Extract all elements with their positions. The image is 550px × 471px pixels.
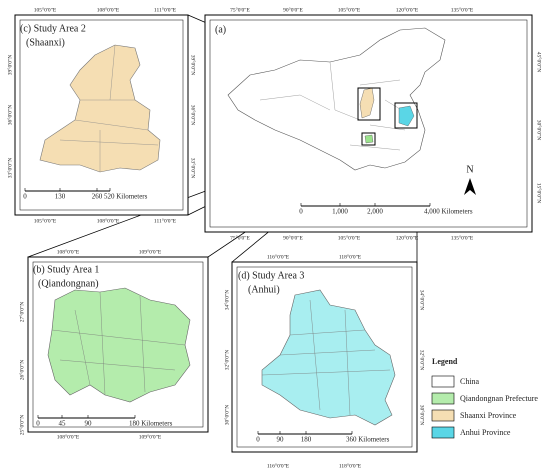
legend-swatch [431,392,455,405]
longitude-label: 108°0'0"E [57,433,80,440]
longitude-label: 120°0'0"E [396,6,419,13]
longitude-label: 108°0'0"E [57,248,80,255]
north-arrow [464,178,476,195]
longitude-label: 90°0'0"E [283,234,303,241]
scale-label: 130 [55,193,66,201]
panel-d-inner [236,266,413,448]
latitude-label: 33°0'0"N [6,158,13,178]
latitude-label: 30°0'0"N [223,405,230,425]
longitude-label: 105°0'0"E [34,6,57,13]
legend-swatch [431,426,455,439]
longitude-label: 135°0'0"E [451,6,474,13]
panel-label: (a) [215,24,226,35]
scale-label: 180 Kilometers [129,420,173,428]
legend-swatch [431,375,455,388]
legend-label: China [460,377,480,386]
latitude-label: 39°0'0"N [6,55,13,75]
latitude-label: 39°0'0"N [190,55,197,75]
longitude-label: 108°0'0"E [97,217,120,224]
legend-swatch [431,409,455,422]
qiandongnan-map [47,287,191,403]
scale-label: 0 [299,208,303,216]
scale-label: 0 [23,193,27,201]
latitude-label: 36°0'0"N [190,105,197,125]
legend-label: Shaanxi Province [460,411,517,420]
panel-title: (b) Study Area 1 [33,264,99,275]
longitude-label: 75°0'0"E [230,234,250,241]
longitude-label: 116°0'0"E [267,253,290,260]
scale-label: 1,000 [332,208,348,216]
inset-box-qiandongnan [361,132,376,146]
inset-box-anhui [394,102,418,129]
shaanxi-map [39,44,161,173]
scale-label: 45 [59,420,67,428]
longitude-label: 105°0'0"E [338,6,361,13]
longitude-label: 135°0'0"E [451,234,474,241]
longitude-label: 118°0'0"E [339,253,362,260]
scale-label: 360 Kilometers [346,436,390,444]
longitude-label: 111°0'0"E [154,217,177,224]
latitude-label: 25°0'0"N [18,415,25,435]
latitude-label: 32°0'0"N [419,350,426,370]
longitude-label: 90°0'0"E [283,6,303,13]
qiandongnan-small [364,134,374,144]
latitude-label: 30°0'0"N [536,120,543,140]
panel-subtitle: (Qiandongnan) [38,278,99,289]
scale-label: 4,000 Kilometers [424,208,473,216]
anhui-small [398,105,415,127]
latitude-label: 34°0'0"N [223,290,230,310]
longitude-label: 105°0'0"E [338,234,361,241]
scale-label: 2,000 [367,208,383,216]
latitude-label: 15°0'0"N [536,183,543,203]
latitude-label: 45°0'0"N [536,52,543,72]
latitude-label: 30°0'0"N [419,405,426,425]
scale-label: 260 [92,193,103,201]
scale-label: 520 Kilometers [104,193,148,201]
legend-label: Anhui Province [460,428,511,437]
scale-label: 180 [301,436,312,444]
longitude-label: 111°0'0"E [154,6,177,13]
longitude-label: 109°0'0"E [139,248,162,255]
longitude-label: 109°0'0"E [139,433,162,440]
inset-box-shaanxi [357,87,381,121]
longitude-label: 116°0'0"E [267,462,290,469]
scale-label: 90 [85,420,93,428]
longitude-label: 118°0'0"E [339,462,362,469]
anhui-borders [261,299,391,416]
latitude-label: 36°0'0"N [6,105,13,125]
panel-title: (d) Study Area 3 [238,270,304,281]
panel-subtitle: (Shaanxi) [26,37,65,48]
longitude-label: 75°0'0"E [230,6,250,13]
scale-label: 90 [277,436,285,444]
scale-label: 0 [36,420,40,428]
anhui-map [261,289,396,426]
longitude-label: 108°0'0"E [97,6,120,13]
legend-label: Qiandongnan Prefecture [460,394,538,403]
longitude-label: 105°0'0"E [34,217,57,224]
panel-a-inner [209,19,528,228]
latitude-label: 33°0'0"N [190,158,197,178]
shaanxi-borders [59,44,159,172]
qiandongnan-borders [51,291,186,396]
latitude-label: 34°0'0"N [419,290,426,310]
panel-b-inner [32,261,204,428]
panel-c-inner [19,19,184,211]
latitude-label: 26°0'0"N [18,360,25,380]
legend-title: Legend [432,357,458,366]
scale-label: 0 [256,436,260,444]
panel-title: (c) Study Area 2 [20,23,86,34]
latitude-label: 27°0'0"N [18,302,25,322]
province-borders [259,61,411,151]
panel-subtitle: (Anhui) [248,284,280,295]
north-label: N [466,164,473,175]
longitude-label: 120°0'0"E [396,234,419,241]
latitude-label: 32°0'0"N [223,350,230,370]
